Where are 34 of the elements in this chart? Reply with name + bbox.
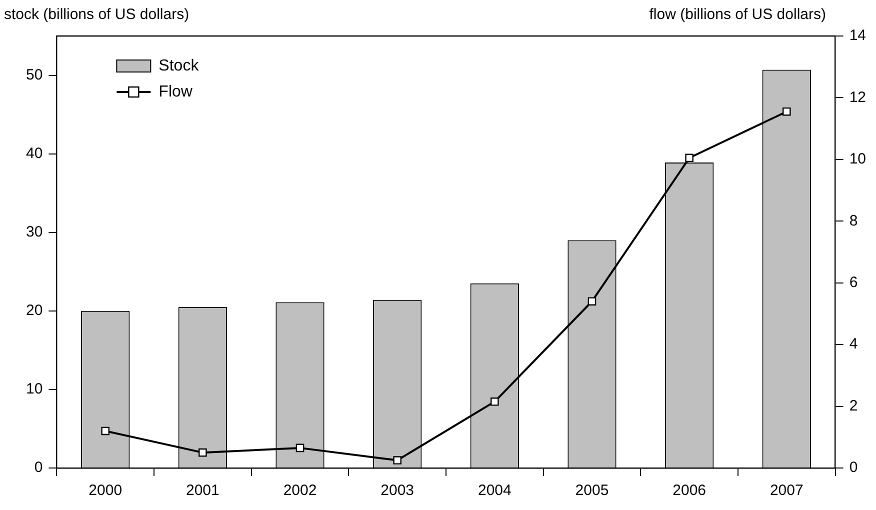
y2-tick-label: 6 xyxy=(849,274,858,291)
x-tick-label: 2005 xyxy=(575,482,609,500)
legend-label: Flow xyxy=(158,83,193,100)
point xyxy=(198,448,207,457)
y2-tick-label: 2 xyxy=(849,397,858,414)
point xyxy=(490,398,499,406)
y2-tick-label: 4 xyxy=(849,336,858,353)
y-tick-label: 30 xyxy=(26,224,43,241)
y2-tick-label: 14 xyxy=(849,27,866,44)
y2-tick-label: 12 xyxy=(849,88,866,106)
y-tick-label: 0 xyxy=(34,459,43,476)
x-tick-label: 2001 xyxy=(186,482,220,500)
x-tick-label: 2003 xyxy=(380,482,414,500)
y-tick-label: 20 xyxy=(26,302,43,320)
x-tick-label: 2006 xyxy=(672,482,706,500)
y2-tick-label: 0 xyxy=(849,459,858,476)
y2-axis-title: flow (billions of US dollars) xyxy=(649,6,826,23)
legend-label: Stock xyxy=(158,57,200,74)
y-tick-label: 50 xyxy=(26,66,43,84)
point xyxy=(685,154,694,162)
y2-tick-label: 8 xyxy=(849,212,858,230)
y-axis-title: stock (billions of US dollars) xyxy=(4,6,190,23)
point xyxy=(101,426,110,436)
x-tick-label: 2002 xyxy=(283,482,317,500)
x-tick-label: 2007 xyxy=(770,482,804,500)
y2-tick-label: 10 xyxy=(849,150,866,168)
point xyxy=(782,107,791,116)
x-tick-label: 2000 xyxy=(88,482,122,500)
x-tick-label: 2004 xyxy=(478,482,512,500)
point xyxy=(588,297,596,306)
y-tick-label: 10 xyxy=(26,380,43,398)
point xyxy=(393,456,402,464)
point xyxy=(296,444,304,452)
y-tick-label: 40 xyxy=(26,144,43,162)
